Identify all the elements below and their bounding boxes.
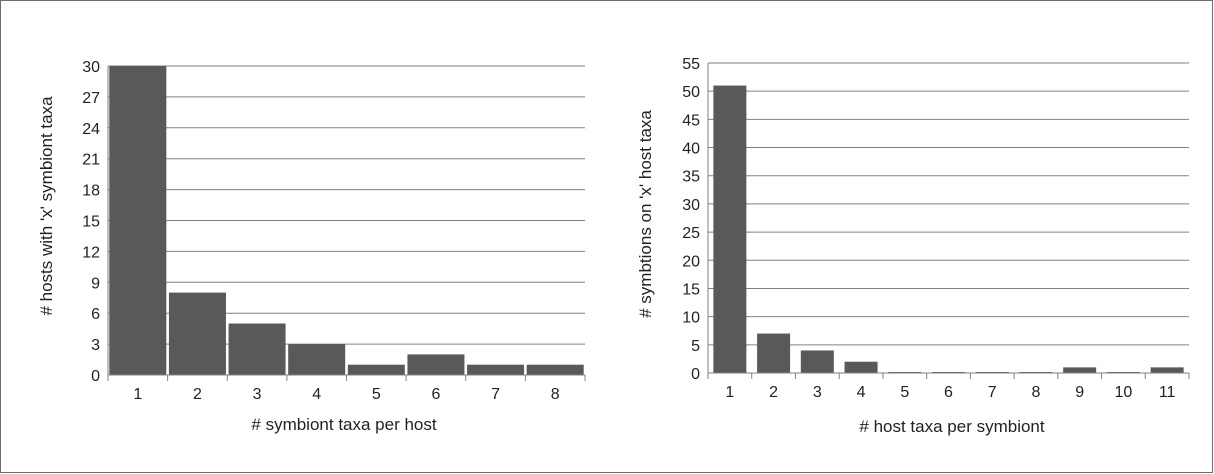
chart-left-y-tick-label: 9: [91, 275, 100, 292]
chart-left-x-tick-label: 6: [431, 386, 440, 403]
chart-right-y-tick-label: 10: [682, 310, 700, 327]
chart-right-y-tick-label: 30: [682, 197, 700, 214]
chart-right-x-tick-label: 6: [944, 384, 953, 401]
chart-right-x-tick-label: 2: [769, 384, 778, 401]
chart-left-y-tick-label: 24: [82, 121, 100, 138]
chart-left-y-tick-label: 30: [82, 59, 100, 76]
chart-right-bar-1: [713, 85, 747, 373]
chart-left-bar-1: [109, 66, 167, 375]
chart-left-bar-6: [407, 354, 465, 375]
chart-left-y-tick-label: 27: [82, 90, 100, 107]
chart-right-y-tick-label: 5: [691, 338, 700, 355]
chart-left-x-tick-label: 5: [372, 386, 381, 403]
chart-right-y-tick-label: 0: [691, 366, 700, 383]
chart-right-x-tick-label: 10: [1115, 384, 1133, 401]
chart-right-bar-2: [757, 333, 791, 373]
chart-left-bar-2: [168, 292, 226, 375]
chart-right-bar-11: [1150, 367, 1184, 373]
chart-right-x-tick-label: 7: [988, 384, 997, 401]
chart-left-x-tick-label: 8: [551, 386, 560, 403]
chart-left-bar-5: [347, 364, 405, 375]
chart-left-y-tick-label: 0: [91, 368, 100, 385]
chart-left-x-tick-label: 4: [312, 386, 321, 403]
chart-right-bar-3: [800, 350, 834, 373]
chart-right-x-tick-label: 5: [900, 384, 909, 401]
chart-left-x-tick-label: 1: [133, 386, 142, 403]
chart-right-y-tick-label: 15: [682, 281, 700, 298]
chart-left-y-tick-label: 6: [91, 306, 100, 323]
chart-left-y-axis-label: # hosts with 'x' symbiont taxa: [37, 96, 56, 316]
chart-right-x-tick-label: 9: [1075, 384, 1084, 401]
chart-right-y-tick-label: 40: [682, 141, 700, 158]
chart-left-y-tick-label: 21: [82, 152, 100, 169]
chart-left-bar-7: [467, 364, 525, 375]
chart-right-y-tick-label: 50: [682, 84, 700, 101]
chart-right-y-tick-label: 55: [682, 56, 700, 73]
chart-right-y-axis-label: # symbtions on 'x' host taxa: [636, 110, 655, 318]
chart-left-bar-4: [288, 344, 346, 375]
chart-right-y-tick-label: 45: [682, 112, 700, 129]
chart-left-x-tick-label: 7: [491, 386, 500, 403]
chart-left-bar-3: [228, 323, 286, 375]
chart-right-y-tick-label: 25: [682, 225, 700, 242]
chart-right-x-tick-label: 3: [813, 384, 822, 401]
chart-right-x-axis-label: # host taxa per symbiont: [859, 417, 1044, 436]
chart-right-x-tick-label: 4: [857, 384, 866, 401]
chart-right-y-tick-label: 20: [682, 253, 700, 270]
chart-left-y-tick-label: 18: [82, 183, 100, 200]
chart-right-x-tick-label: 8: [1032, 384, 1041, 401]
chart-right-x-tick-label: 1: [725, 384, 734, 401]
chart-right-bar-4: [844, 361, 878, 373]
chart-left-bar-8: [526, 364, 584, 375]
chart-left-x-tick-label: 2: [193, 386, 202, 403]
chart-left-y-tick-label: 12: [82, 244, 100, 261]
chart-left-y-tick-label: 3: [91, 337, 100, 354]
chart-right-y-tick-label: 35: [682, 169, 700, 186]
chart-right-x-tick-label: 11: [1159, 384, 1176, 401]
chart-left-x-axis-label: # symbiont taxa per host: [251, 415, 436, 434]
chart-left-x-tick-label: 3: [253, 386, 262, 403]
chart-right-bar-9: [1063, 367, 1097, 373]
chart-left-y-tick-label: 15: [82, 214, 100, 231]
